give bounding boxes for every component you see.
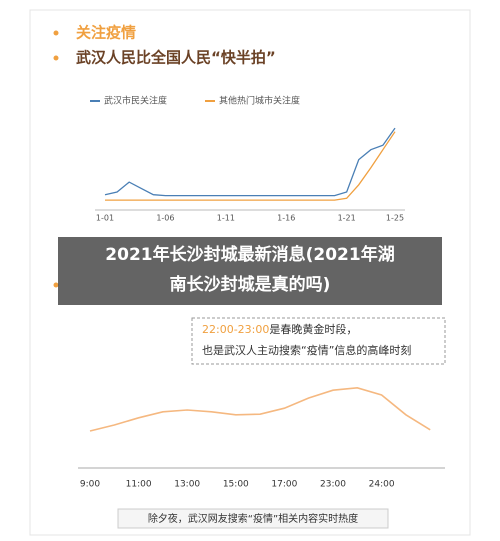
overlay-title: 2021年长沙封城最新消息(2021年湖	[105, 244, 394, 265]
x-tick-label: 9:00	[80, 480, 100, 490]
annotation-box	[191, 317, 446, 365]
x-tick-label: 23:00	[320, 480, 346, 490]
overlay-band	[58, 237, 442, 305]
x-tick-label: 1-01	[96, 214, 114, 223]
annotation: 22:00-23:00是春晚黄金时段，	[202, 322, 357, 336]
x-tick-label: 1-21	[338, 214, 356, 223]
x-tick-label: 15:00	[223, 480, 249, 490]
legend-label: 其他热门城市关注度	[219, 95, 300, 107]
x-tick-label: 11:00	[126, 480, 152, 490]
annotation-highlight: 22:00-23:00	[202, 323, 269, 336]
x-tick-label: 24:00	[369, 480, 395, 490]
chart-1: 武汉市民关注度 其他热门城市关注度 1-01 1-06 1-11 1-16 1-21 1-25	[90, 95, 405, 223]
line	[105, 131, 396, 201]
overlay-title: 南长沙封城是真的吗)	[170, 274, 331, 295]
line	[89, 386, 431, 432]
caption: 除夕夜，武汉网友搜索“疫情”相关内容实时热度	[148, 512, 358, 525]
legend-label: 武汉市民关注度	[104, 95, 167, 107]
x-tick-label: 13:00	[174, 480, 200, 490]
line	[104, 127, 396, 197]
annotation-text: 是春晚黄金时段，	[269, 322, 357, 336]
chart-2: 22:00-23:00是春晚黄金时段， 也是武汉人主动搜索“疫情”信息的高峰时刻…	[78, 317, 446, 529]
header-title: 武汉人民比全国人民“快半拍”	[76, 49, 276, 67]
caption-box	[117, 508, 389, 529]
x-tick-label: 1-25	[386, 214, 404, 223]
bullet	[53, 55, 59, 61]
annotation-text: 也是武汉人主动搜索“疫情”信息的高峰时刻	[202, 343, 411, 357]
header-tag: 关注疫情	[76, 24, 136, 42]
x-tick-label: 17:00	[271, 480, 297, 490]
x-tick-label: 1-06	[156, 214, 174, 223]
x-tick-label: 1-16	[277, 214, 295, 223]
bullet	[53, 30, 59, 36]
x-tick-label: 1-11	[217, 214, 235, 223]
bullet	[53, 282, 59, 288]
